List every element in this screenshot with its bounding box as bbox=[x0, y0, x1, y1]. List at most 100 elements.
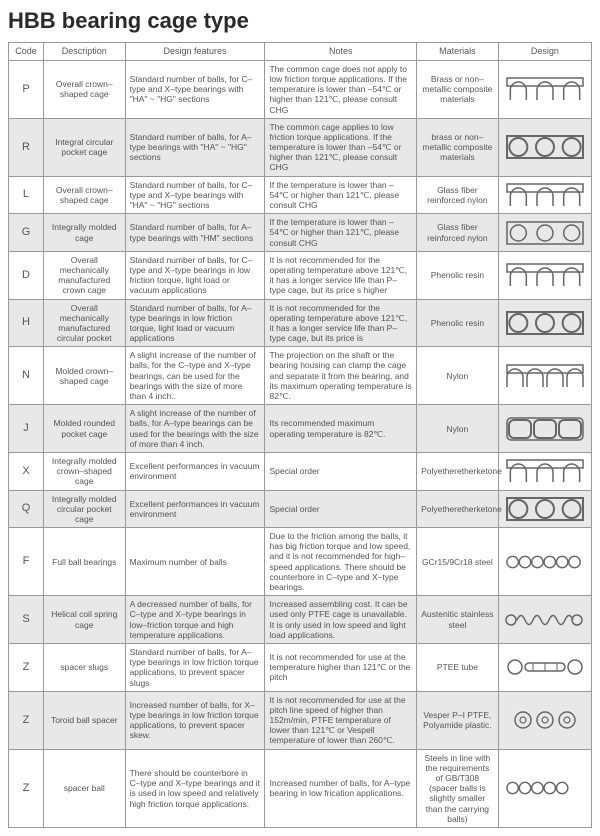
table-row: SHelical coil spring cageA decreased num… bbox=[9, 596, 592, 644]
cell-notes: Due to the friction among the balls, it … bbox=[265, 528, 417, 596]
cell-materials: Steels in line with the requirements of … bbox=[417, 749, 499, 827]
cell-materials: PTEE tube bbox=[417, 643, 499, 691]
cell-design-features: Standard number of balls, for A–type bea… bbox=[125, 643, 265, 691]
cell-notes: Increased number of balls, for A–type be… bbox=[265, 749, 417, 827]
cell-code: F bbox=[9, 528, 44, 596]
table-row: FFull ball bearingsMaximum number of bal… bbox=[9, 528, 592, 596]
cell-materials: Austenitic stainless steel bbox=[417, 596, 499, 644]
cell-notes: The projection on the shaft or the beari… bbox=[265, 347, 417, 405]
cell-design-icon bbox=[498, 691, 591, 749]
cell-design-features: Standard number of balls, for A–type bea… bbox=[125, 118, 265, 176]
cell-design-features: A slight increase of the number of balls… bbox=[125, 347, 265, 405]
page-title: HBB bearing cage type bbox=[8, 8, 592, 34]
cell-notes: It is not recommended for the operating … bbox=[265, 251, 417, 299]
table-header-row: Code Description Design features Notes M… bbox=[9, 43, 592, 61]
cell-code: R bbox=[9, 118, 44, 176]
cell-description: Molded rounded pocket cage bbox=[43, 405, 125, 453]
cell-design-icon bbox=[498, 251, 591, 299]
cell-code: Z bbox=[9, 749, 44, 827]
cell-description: Overall crown–shaped cage bbox=[43, 176, 125, 214]
cell-notes: It is not recommended for the operating … bbox=[265, 299, 417, 347]
cell-notes: If the temperature is lower than –54℃ or… bbox=[265, 214, 417, 252]
cell-materials: Vesper P–I PTFE, Polyamide plastic. bbox=[417, 691, 499, 749]
table-row: ZToroid ball spacerIncreased number of b… bbox=[9, 691, 592, 749]
cell-code: Q bbox=[9, 490, 44, 528]
cell-design-features: Excellent performances in vacuum environ… bbox=[125, 452, 265, 490]
cell-design-features: Maximum number of balls bbox=[125, 528, 265, 596]
cell-code: Z bbox=[9, 643, 44, 691]
cell-design-features: Standard number of balls, for A–type bea… bbox=[125, 299, 265, 347]
table-row: JMolded rounded pocket cageA slight incr… bbox=[9, 405, 592, 453]
header-description: Description bbox=[43, 43, 125, 61]
cell-description: Integrally molded circular pocket cage bbox=[43, 490, 125, 528]
cell-description: Overall mechanically manufactured circul… bbox=[43, 299, 125, 347]
cell-code: J bbox=[9, 405, 44, 453]
cell-notes: The common cage does not apply to low fr… bbox=[265, 60, 417, 118]
bearing-cage-table: Code Description Design features Notes M… bbox=[8, 42, 592, 828]
cell-design-features: Increased number of balls, for X–type be… bbox=[125, 691, 265, 749]
cell-code: H bbox=[9, 299, 44, 347]
cell-design-icon bbox=[498, 60, 591, 118]
cell-materials: Brass or non–metallic composite material… bbox=[417, 60, 499, 118]
cell-notes: Special order bbox=[265, 490, 417, 528]
table-row: NMolded crown–shaped cageA slight increa… bbox=[9, 347, 592, 405]
cell-design-icon bbox=[498, 452, 591, 490]
cell-design-features: Standard number of balls, for C–type and… bbox=[125, 176, 265, 214]
table-row: RIntegral circular pocket cageStandard n… bbox=[9, 118, 592, 176]
table-row: QIntegrally molded circular pocket cageE… bbox=[9, 490, 592, 528]
cell-materials: Glass fiber reinforced nylon bbox=[417, 214, 499, 252]
cell-description: Toroid ball spacer bbox=[43, 691, 125, 749]
table-row: XIntegrally molded crown–shaped cageExce… bbox=[9, 452, 592, 490]
cell-notes: Increased assembling cost. It can be use… bbox=[265, 596, 417, 644]
table-row: Zspacer ballThere should be counterbore … bbox=[9, 749, 592, 827]
cell-design-icon bbox=[498, 347, 591, 405]
table-row: LOverall crown–shaped cageStandard numbe… bbox=[9, 176, 592, 214]
cell-design-icon bbox=[498, 490, 591, 528]
cell-notes: It is not recommended for use at the pit… bbox=[265, 691, 417, 749]
cell-description: Overall mechanically manufactured crown … bbox=[43, 251, 125, 299]
table-row: Zspacer slugsStandard number of balls, f… bbox=[9, 643, 592, 691]
cell-design-features: Excellent performances in vacuum environ… bbox=[125, 490, 265, 528]
cell-materials: Nylon bbox=[417, 347, 499, 405]
cell-code: L bbox=[9, 176, 44, 214]
cell-notes: The common cage applies to low friction … bbox=[265, 118, 417, 176]
cell-notes: Special order bbox=[265, 452, 417, 490]
cell-code: X bbox=[9, 452, 44, 490]
cell-description: Integrally molded crown–shaped cage bbox=[43, 452, 125, 490]
cell-materials: Phenolic resin bbox=[417, 299, 499, 347]
cell-materials: Polyetheretherketone bbox=[417, 452, 499, 490]
cell-materials: Nylon bbox=[417, 405, 499, 453]
table-row: GIntegrally molded cageStandard number o… bbox=[9, 214, 592, 252]
cell-code: P bbox=[9, 60, 44, 118]
cell-notes: Its recommended maximum operating temper… bbox=[265, 405, 417, 453]
cell-description: Overall crown–shaped cage bbox=[43, 60, 125, 118]
table-row: HOverall mechanically manufactured circu… bbox=[9, 299, 592, 347]
cell-design-features: Standard number of balls, for A–type bea… bbox=[125, 214, 265, 252]
cell-notes: If the temperature is lower than –54℃ or… bbox=[265, 176, 417, 214]
cell-code: Z bbox=[9, 691, 44, 749]
cell-design-icon bbox=[498, 176, 591, 214]
cell-description: Full ball bearings bbox=[43, 528, 125, 596]
cell-materials: brass or non–metallic composite material… bbox=[417, 118, 499, 176]
cell-materials: Glass fiber reinforced nylon bbox=[417, 176, 499, 214]
cell-design-features: Standard number of balls, for C–type and… bbox=[125, 60, 265, 118]
cell-design-features: A decreased number of balls, for C–type … bbox=[125, 596, 265, 644]
header-notes: Notes bbox=[265, 43, 417, 61]
cell-materials: Polyetheretherketone bbox=[417, 490, 499, 528]
cell-description: Helical coil spring cage bbox=[43, 596, 125, 644]
cell-design-icon bbox=[498, 214, 591, 252]
table-row: POverall crown–shaped cageStandard numbe… bbox=[9, 60, 592, 118]
cell-design-icon bbox=[498, 118, 591, 176]
cell-design-icon bbox=[498, 643, 591, 691]
header-materials: Materials bbox=[417, 43, 499, 61]
cell-description: Molded crown–shaped cage bbox=[43, 347, 125, 405]
header-code: Code bbox=[9, 43, 44, 61]
cell-code: G bbox=[9, 214, 44, 252]
cell-design-features: Standard number of balls, for C–type and… bbox=[125, 251, 265, 299]
header-design: Design bbox=[498, 43, 591, 61]
cell-description: Integrally molded cage bbox=[43, 214, 125, 252]
cell-materials: GCr15/9Cr18 steel bbox=[417, 528, 499, 596]
cell-design-icon bbox=[498, 749, 591, 827]
table-row: DOverall mechanically manufactured crown… bbox=[9, 251, 592, 299]
cell-description: spacer slugs bbox=[43, 643, 125, 691]
